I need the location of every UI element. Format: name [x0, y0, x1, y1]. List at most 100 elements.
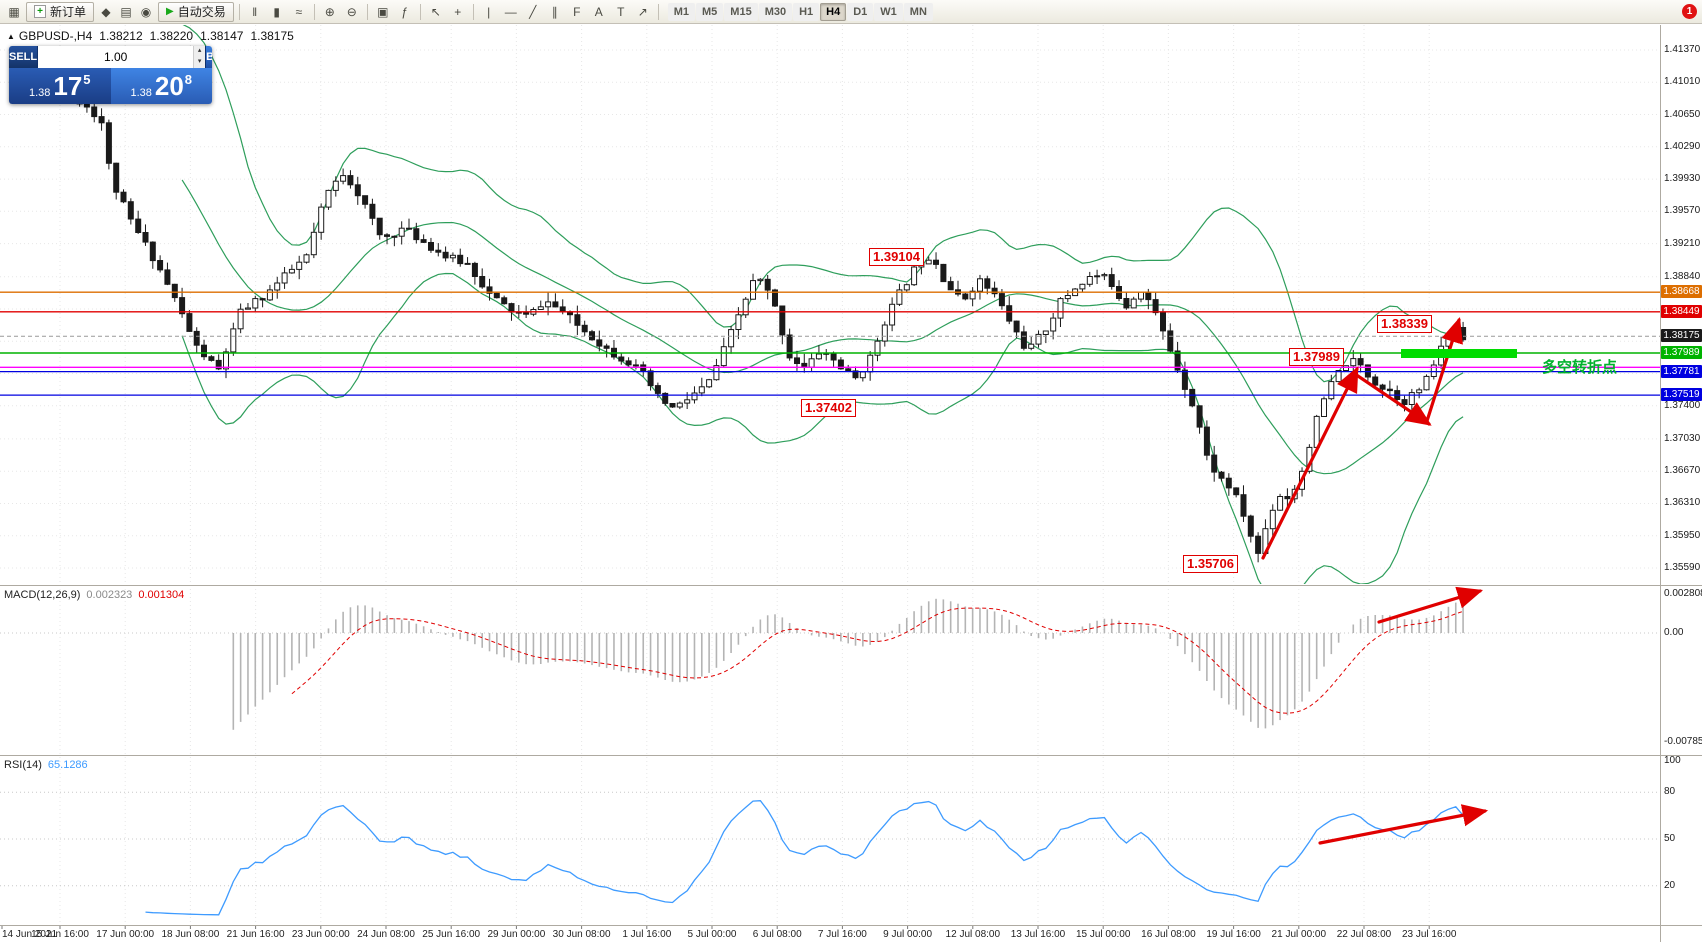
- metaeditor-button[interactable]: ◆: [96, 2, 116, 22]
- buy-price-prefix: 1.38: [130, 87, 152, 99]
- buy-button[interactable]: BUY: [206, 46, 212, 68]
- chart-candles-button[interactable]: ▮: [267, 2, 287, 22]
- volume-field: ▴ ▾: [37, 46, 207, 68]
- timeframe-m5-button[interactable]: M5: [696, 2, 724, 21]
- price-annotation[interactable]: 1.37402: [801, 399, 856, 417]
- trend-arrows[interactable]: [1261, 316, 1489, 845]
- chart-bars-icon: ‖: [252, 4, 258, 19]
- price-scale-divider[interactable]: [1660, 25, 1661, 942]
- notification-badge[interactable]: 1: [1682, 4, 1697, 19]
- new-order-button[interactable]: + 新订单: [26, 1, 95, 22]
- sell-button[interactable]: SELL: [9, 46, 38, 68]
- price-annotation[interactable]: 1.39104: [869, 248, 924, 266]
- volume-up-button[interactable]: ▴: [194, 46, 206, 57]
- time-axis-label: 6 Jul 08:00: [752, 929, 802, 940]
- time-axis-label: 15 Jul 00:00: [1075, 929, 1131, 940]
- price-tick-label: 1.39930: [1664, 173, 1701, 185]
- chart-line-button[interactable]: ≈: [289, 2, 309, 22]
- time-axis-label: 1 Jul 16:00: [622, 929, 672, 940]
- timeframe-d1-button[interactable]: D1: [847, 2, 874, 21]
- price-tick-label: 1.37400: [1664, 399, 1701, 411]
- timeframe-m30-button[interactable]: M30: [758, 2, 793, 21]
- toolbar-separator: [419, 3, 421, 20]
- chart-bars-button[interactable]: ‖: [245, 2, 265, 22]
- alerts-button[interactable]: ◉: [136, 2, 156, 22]
- price-tick-label: 1.37030: [1664, 432, 1701, 444]
- turning-point-text[interactable]: 多空转折点: [1542, 359, 1618, 376]
- macd-scale-label: -0.007859: [1664, 736, 1702, 747]
- timeframe-h1-button[interactable]: H1: [793, 2, 820, 21]
- rsi-name: RSI(14): [4, 759, 42, 771]
- volume-down-button[interactable]: ▾: [194, 57, 206, 68]
- price-tick-label: 1.40650: [1664, 108, 1701, 120]
- blue-line-badge: 1.37781: [1661, 364, 1702, 378]
- price-annotation[interactable]: 1.38339: [1377, 315, 1432, 333]
- sell-price-big: 17: [53, 71, 83, 101]
- sell-price-prefix: 1.38: [28, 87, 51, 99]
- time-axis-label: 30 Jun 08:00: [552, 929, 611, 940]
- toolbar-tool-groups: ‖ ▮ ≈ ⊕ ⊖ ▣ ƒ ↖ + | — ╱ ∥ F A T ↗: [245, 2, 662, 22]
- trendline-tool-icon: ╱: [529, 4, 537, 19]
- collapse-triangle-icon[interactable]: ▲: [7, 32, 15, 41]
- timeframe-h4-button[interactable]: H4: [820, 2, 847, 21]
- arrows-tool-button[interactable]: ↗: [633, 2, 653, 22]
- trade-panel-prices: 1.38 17 5 1.38 20 8: [9, 68, 212, 104]
- price-tick-label: 1.41370: [1664, 44, 1701, 55]
- tile-windows-button[interactable]: ▣: [373, 2, 393, 22]
- timeframe-m15-button[interactable]: M15: [724, 2, 758, 21]
- channel-tool-icon: ∥: [551, 4, 558, 19]
- rsi-scale-label: 50: [1664, 833, 1676, 844]
- rsi-scale-label: 20: [1664, 879, 1676, 891]
- new-order-label: 新订单: [50, 5, 87, 19]
- symbol-title: ▲ GBPUSD-,H4 1.38212 1.38220 1.38147 1.38175: [7, 29, 294, 43]
- text-tool-button[interactable]: A: [589, 2, 609, 22]
- vertical-line-tool-button[interactable]: |: [479, 2, 499, 22]
- rsi-value: 65.1286: [47, 759, 88, 771]
- time-axis-label: 21 Jun 16:00: [226, 929, 285, 940]
- blue-line-badge: 1.37519: [1661, 388, 1702, 402]
- buy-price[interactable]: 1.38 20 8: [110, 68, 212, 104]
- horizontal-level-lines[interactable]: [0, 291, 1660, 396]
- timeframe-w1-button[interactable]: W1: [874, 2, 903, 21]
- fibonacci-tool-button[interactable]: F: [567, 2, 587, 22]
- green-highlight-rectangle[interactable]: [1401, 349, 1517, 358]
- pane-separator[interactable]: [0, 755, 1702, 756]
- zoom-out-button[interactable]: ⊖: [342, 2, 362, 22]
- arrows-tool-icon: ↗: [637, 4, 648, 19]
- macd-main-value: 0.002323: [86, 589, 133, 601]
- pane-separator[interactable]: [0, 925, 1702, 926]
- horizontal-line-tool-button[interactable]: —: [501, 2, 521, 22]
- buy-price-sup: 8: [184, 72, 193, 87]
- timeframe-mn-button[interactable]: MN: [903, 2, 933, 21]
- auto-trading-button[interactable]: ▶ 自动交易: [158, 1, 234, 22]
- timeframe-m1-button[interactable]: M1: [667, 2, 696, 21]
- rsi-indicator-label: RSI(14) 65.1286: [4, 759, 88, 771]
- cursor-tool-button[interactable]: ↖: [426, 2, 446, 22]
- indicators-list-button[interactable]: ƒ: [395, 2, 415, 22]
- channel-tool-button[interactable]: ∥: [545, 2, 565, 22]
- time-axis-label: 23 Jun 00:00: [291, 929, 350, 940]
- rsi-line: [145, 800, 1464, 916]
- trade-panel-top-row: SELL ▴ ▾ BUY: [9, 46, 212, 68]
- market-watch-button[interactable]: ▤: [116, 2, 136, 22]
- label-tool-icon: T: [617, 4, 625, 19]
- zoom-in-button[interactable]: ⊕: [320, 2, 340, 22]
- new-chart-button[interactable]: ▦: [4, 2, 24, 22]
- price-annotation[interactable]: 1.35706: [1183, 555, 1238, 573]
- indicators-list-icon: ƒ: [401, 4, 409, 19]
- price-tick-label: 1.35950: [1664, 529, 1701, 541]
- label-tool-button[interactable]: T: [611, 2, 631, 22]
- pane-separator[interactable]: [0, 585, 1702, 586]
- trendline-tool-button[interactable]: ╱: [523, 2, 543, 22]
- volume-input[interactable]: [38, 46, 194, 68]
- sell-price[interactable]: 1.38 17 5: [9, 68, 111, 104]
- macd-signal-value: 0.001304: [138, 589, 185, 601]
- price-tick-label: 1.36670: [1664, 465, 1701, 477]
- toolbar-separator: [313, 3, 315, 20]
- auto-trading-label: 自动交易: [177, 5, 226, 19]
- price-annotation[interactable]: 1.37989: [1289, 348, 1344, 366]
- crosshair-tool-button[interactable]: +: [448, 2, 468, 22]
- rsi-scale-label: 100: [1664, 755, 1681, 766]
